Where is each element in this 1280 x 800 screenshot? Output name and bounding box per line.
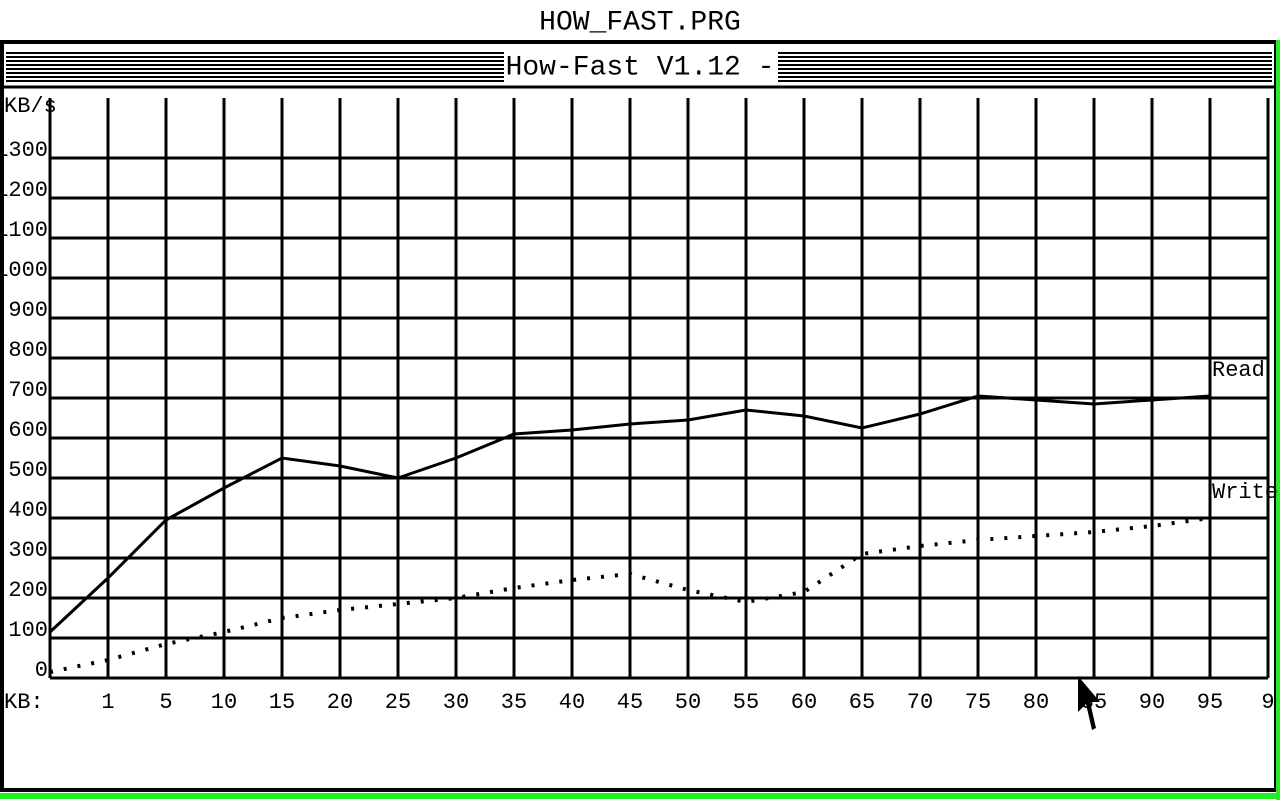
- window: [0, 40, 1278, 792]
- x-tick-label: 55: [733, 690, 759, 715]
- y-tick-label: 0: [35, 658, 48, 683]
- x-tick-label: 20: [327, 690, 353, 715]
- y-tick-label: 700: [8, 378, 48, 403]
- y-tick-label: 800: [8, 338, 48, 363]
- x-tick-label: 60: [791, 690, 817, 715]
- x-tick-label: 1: [101, 690, 114, 715]
- mouse-cursor: [1078, 676, 1100, 730]
- x-tick-label: 40: [559, 690, 585, 715]
- title-box: [504, 46, 778, 86]
- y-tick-label: 1100: [0, 218, 48, 243]
- y-tick-label: 1300: [0, 138, 48, 163]
- x-tick-label: 65: [849, 690, 875, 715]
- x-tick-label: 80: [1023, 690, 1049, 715]
- y-axis-label: KB/s: [4, 94, 57, 119]
- window-title: How-Fast V1.12 -: [506, 52, 775, 83]
- x-tick-label: 35: [501, 690, 527, 715]
- series-label: Write: [1212, 480, 1278, 505]
- x-tick-label: 95: [1197, 690, 1223, 715]
- y-tick-label: 1000: [0, 258, 48, 283]
- y-tick-label: 1200: [0, 178, 48, 203]
- y-tick-label: 300: [8, 538, 48, 563]
- y-tick-label: 600: [8, 418, 48, 443]
- plot: KB/sKB: 1 5 10 15 20 25 30 35 40 45 50 55 60 65 70 75 80 8…: [0, 94, 1278, 715]
- y-tick-label: 200: [8, 578, 48, 603]
- series-line: [48, 394, 1211, 634]
- x-tick-label: 45: [617, 690, 643, 715]
- x-tick-label: 75: [965, 690, 991, 715]
- x-tick-label: 90: [1139, 690, 1165, 715]
- x-tick-label: 70: [907, 690, 933, 715]
- y-tick-label: 500: [8, 458, 48, 483]
- x-tick-label: 30: [443, 690, 469, 715]
- x-tick-label: 9: [1261, 690, 1274, 715]
- app-title: HOW_FAST.PRG: [539, 7, 741, 38]
- x-tick-label: 5: [159, 690, 172, 715]
- x-tick-label: 15: [269, 690, 295, 715]
- y-tick-label: 400: [8, 498, 48, 523]
- x-axis-label: KB:: [4, 690, 44, 715]
- series-label: Read: [1212, 358, 1265, 383]
- x-tick-label: 25: [385, 690, 411, 715]
- series-line: [49, 516, 1211, 674]
- y-tick-label: 900: [8, 298, 48, 323]
- y-tick-label: 100: [8, 618, 48, 643]
- x-tick-label: 10: [211, 690, 237, 715]
- x-tick-label: 50: [675, 690, 701, 715]
